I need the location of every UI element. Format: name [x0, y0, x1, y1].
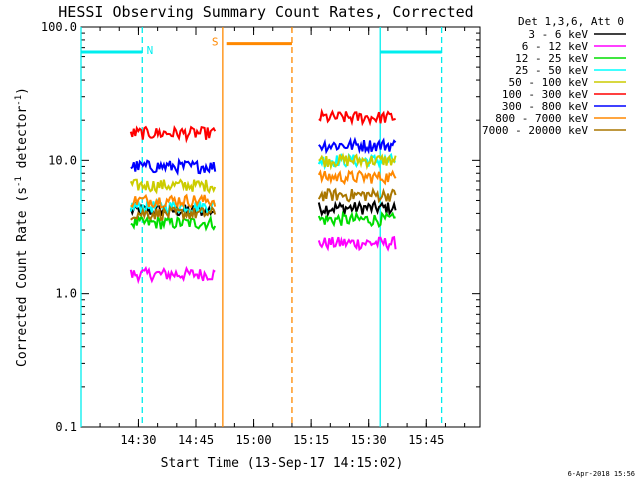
- y-tick-label: 100.0: [41, 20, 77, 34]
- y-axis-label-part1: Corrected Count Rate (s: [15, 187, 30, 367]
- series-line: [129, 178, 217, 195]
- x-tick-label: 15:30: [351, 433, 387, 447]
- series-line: [130, 193, 217, 209]
- y-tick-label: 10.0: [48, 153, 77, 167]
- legend-label: 50 - 100 keV: [509, 76, 589, 89]
- annotation-label: S: [212, 36, 219, 49]
- y-axis-label-part3: ): [15, 87, 30, 95]
- series-line: [317, 199, 397, 219]
- legend-label: 800 - 7000 keV: [495, 112, 588, 125]
- timestamp: 6-Apr-2018 15:56: [568, 470, 635, 478]
- x-axis-label: Start Time (13-Sep-17 14:15:02): [161, 456, 404, 471]
- y-tick-label: 1.0: [55, 287, 77, 301]
- series-line: [130, 204, 217, 222]
- legend-label: 7000 - 20000 keV: [482, 124, 588, 137]
- legend-label: 25 - 50 keV: [515, 64, 588, 77]
- series-line: [129, 265, 216, 285]
- series-line: [318, 107, 396, 127]
- series-line: [318, 152, 397, 171]
- y-tick-label: 0.1: [55, 420, 77, 434]
- annotations: NS: [81, 36, 442, 57]
- series-line: [129, 201, 216, 218]
- x-tick-label: 15:00: [236, 433, 272, 447]
- annotation-label: N: [147, 44, 154, 57]
- legend-label: 100 - 300 keV: [502, 88, 588, 101]
- series-line: [318, 136, 397, 155]
- y-axis-label-sup1: -1: [14, 176, 24, 187]
- series-marks: [129, 107, 397, 285]
- axis-ticks: 0.1 1.0 10.0 100.0 14:30 14:45 15:00 15:15 15:30…: [41, 20, 480, 447]
- x-tick-label: 15:15: [293, 433, 329, 447]
- legend-header: Det 1,3,6, Att 0: [518, 15, 624, 28]
- series-line: [317, 169, 397, 186]
- series-line: [130, 157, 217, 176]
- y-axis-label-part2: detector: [15, 106, 30, 177]
- series-line: [317, 235, 397, 252]
- y-axis-label: Corrected Count Rate (s-1 detector-1): [14, 87, 30, 367]
- x-tick-label: 14:45: [178, 433, 214, 447]
- plot-frame: [80, 26, 481, 428]
- x-tick-label: 14:30: [120, 433, 156, 447]
- legend-label: 12 - 25 keV: [515, 52, 588, 65]
- series-line: [130, 214, 217, 232]
- series-line: [317, 186, 397, 204]
- reference-lines: [80, 27, 443, 427]
- legend-label: 6 - 12 keV: [522, 40, 589, 53]
- legend-label: 300 - 800 keV: [502, 100, 588, 113]
- chart-title: HESSI Observing Summary Count Rates, Cor…: [58, 3, 473, 21]
- x-tick-label: 15:45: [408, 433, 444, 447]
- series-line: [317, 210, 396, 228]
- y-axis-label-sup2: -1: [14, 95, 24, 106]
- series-line: [129, 124, 217, 144]
- legend-label: 3 - 6 keV: [528, 28, 588, 41]
